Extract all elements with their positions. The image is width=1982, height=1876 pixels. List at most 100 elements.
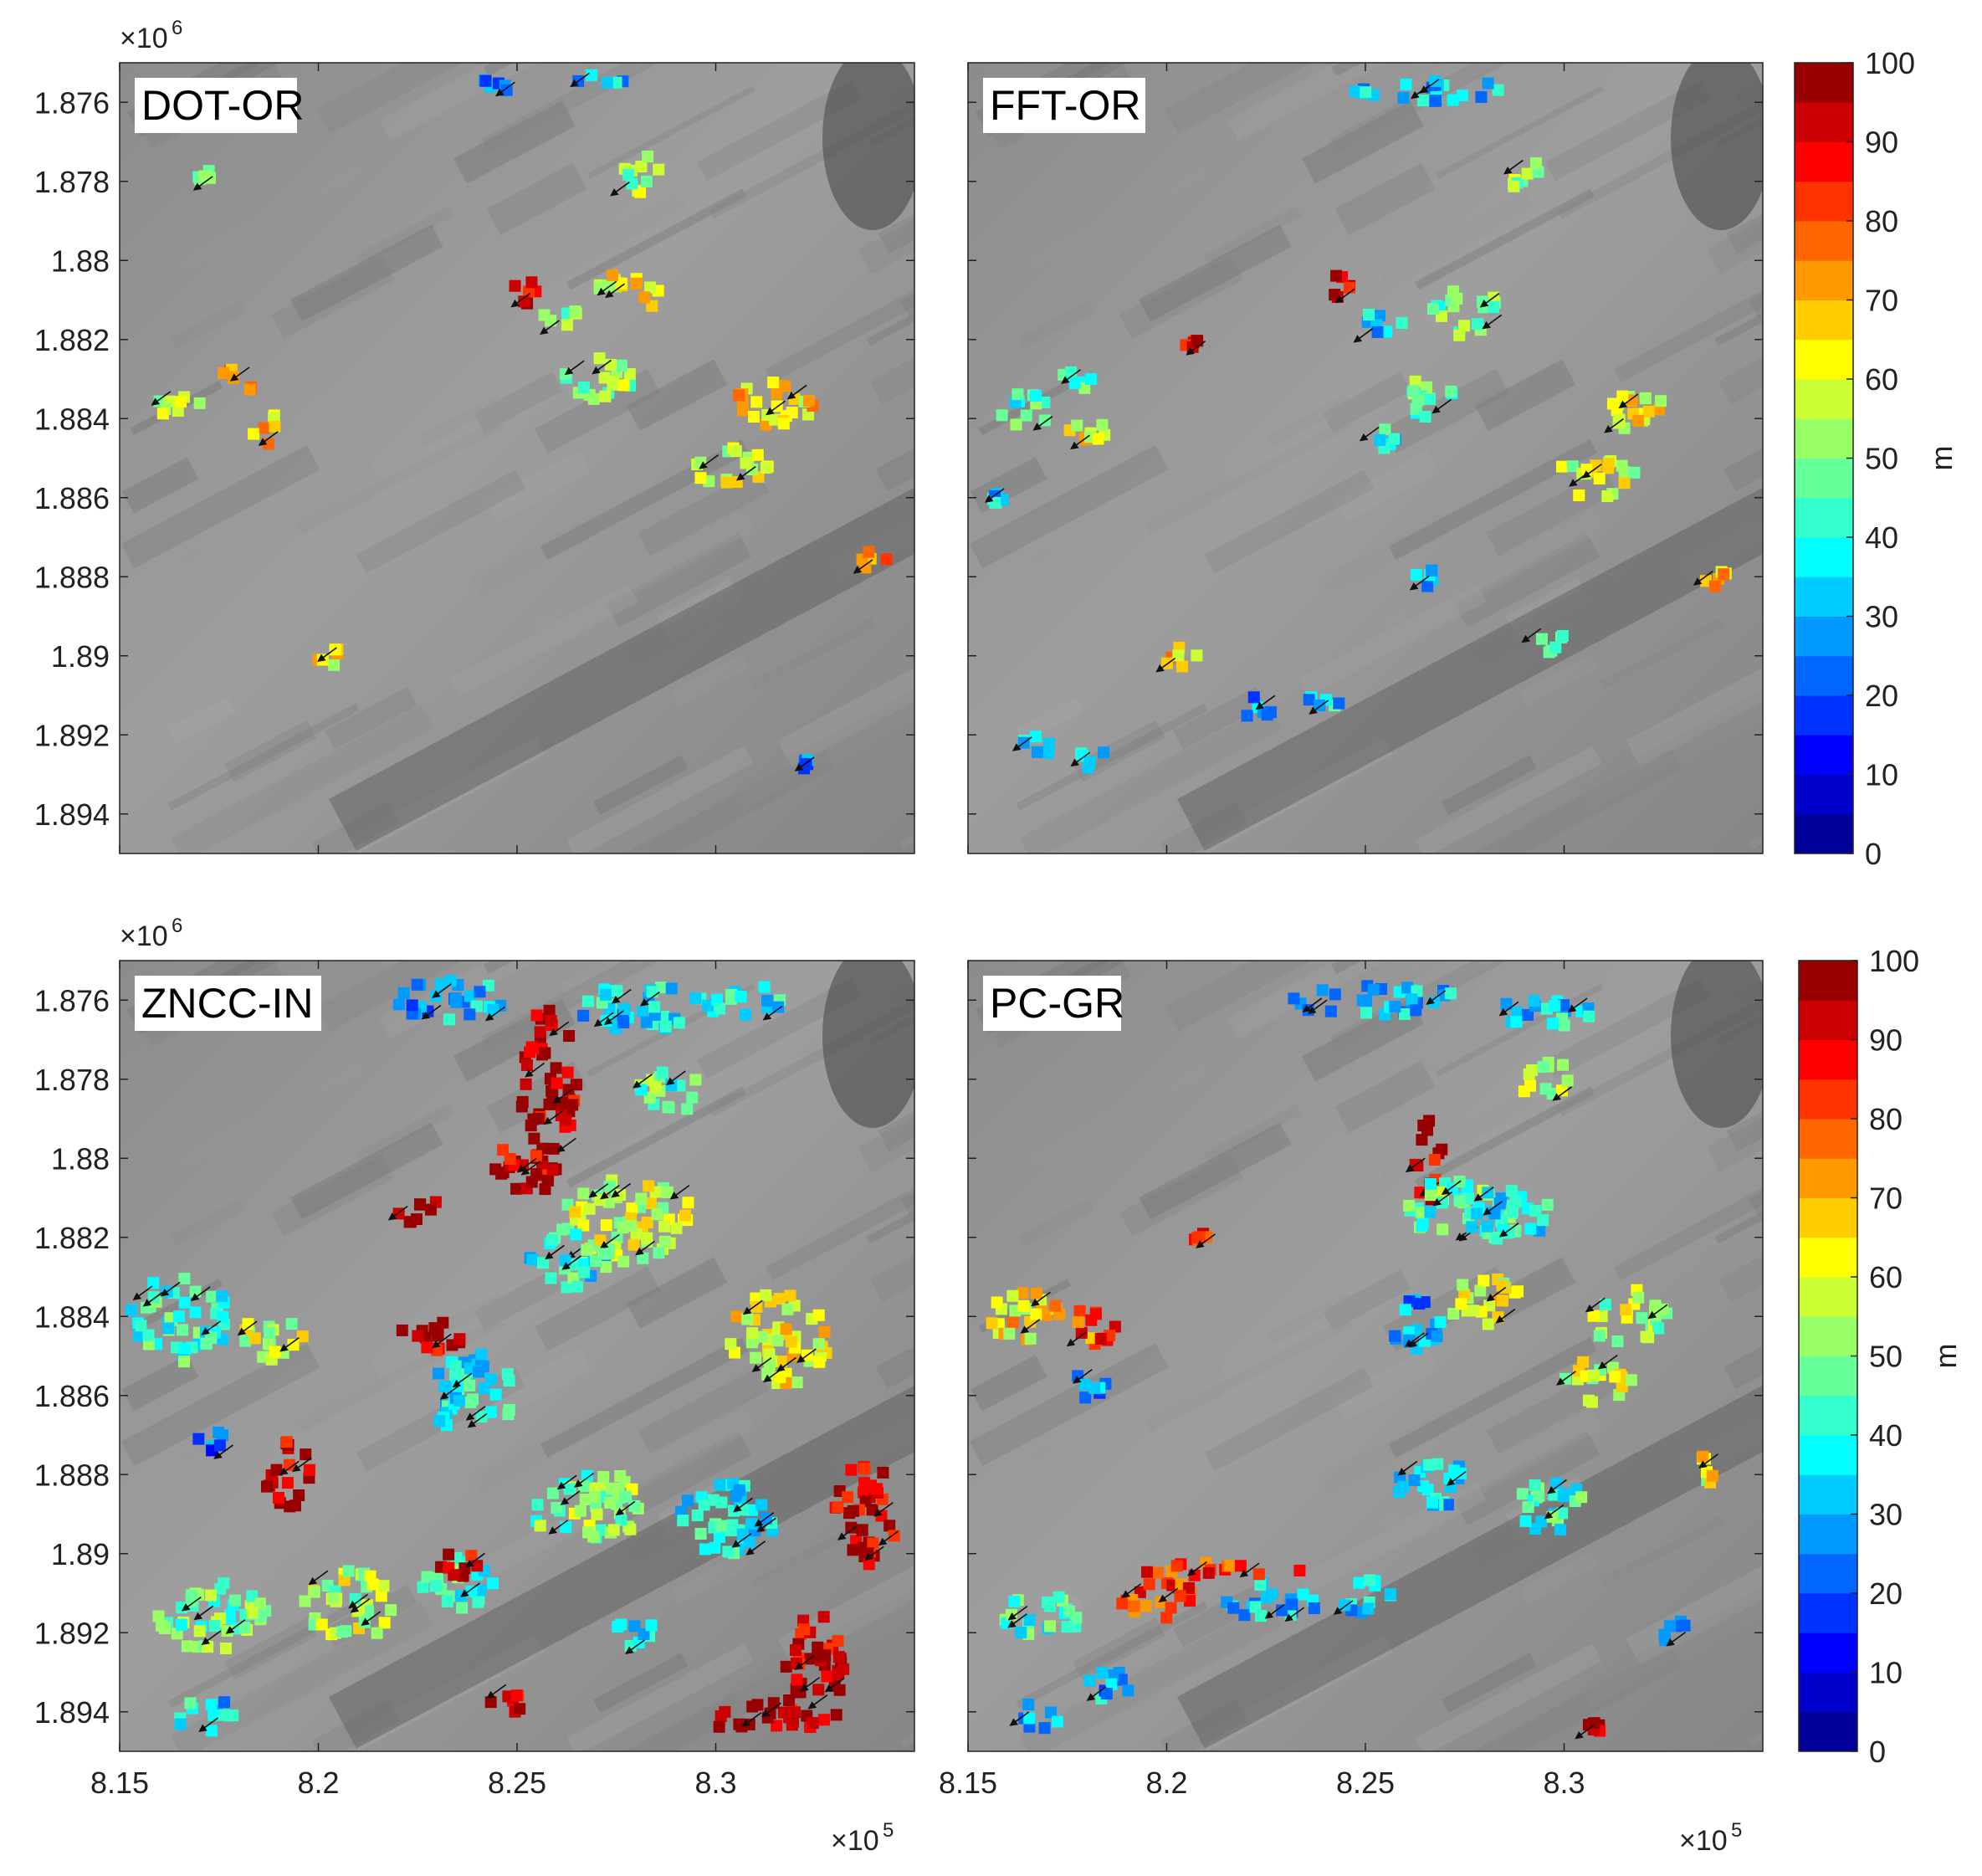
displacement-arrow — [1121, 1583, 1142, 1598]
displacement-pixel — [640, 1016, 653, 1028]
displacement-pixel — [627, 1238, 640, 1251]
displacement-pixel — [646, 986, 658, 998]
terrain-texture — [1227, 63, 1388, 141]
displacement-pixel — [1458, 1289, 1471, 1301]
displacement-pixel — [774, 1371, 786, 1384]
displacement-pixel — [1143, 1578, 1155, 1591]
colorbar-segment — [1795, 497, 1853, 538]
displacement-arrow — [258, 431, 279, 446]
displacement-pixel — [658, 1235, 671, 1248]
displacement-pixel — [640, 175, 653, 187]
terrain-texture — [566, 1086, 746, 1188]
satellite-background — [968, 63, 1763, 853]
displacement-pixel — [1434, 1315, 1447, 1328]
displacement-pixel — [473, 1366, 485, 1378]
displacement-pixel — [1453, 329, 1466, 341]
displacement-pixel — [615, 277, 627, 290]
displacement-cluster — [1221, 1576, 1320, 1622]
displacement-pixel — [758, 981, 771, 993]
displacement-pixel — [1094, 1332, 1107, 1345]
terrain-texture — [1173, 686, 1266, 750]
terrain-texture — [1046, 63, 1187, 96]
displacement-pixel — [599, 390, 612, 402]
displacement-pixel — [845, 1463, 858, 1476]
displacement-cluster — [1447, 1273, 1524, 1330]
displacement-pixel — [1535, 633, 1548, 645]
displacement-pixel — [205, 1589, 218, 1602]
displacement-pixel — [213, 1426, 225, 1438]
displacement-arrow — [361, 1611, 382, 1626]
displacement-pixel — [486, 1577, 499, 1590]
y-tick-label: 1.88 — [51, 1141, 110, 1176]
terrain-texture — [120, 444, 320, 569]
displacement-cluster — [1389, 1294, 1447, 1355]
displacement-pixel — [463, 1008, 476, 1021]
displacement-pixel — [1397, 92, 1410, 105]
terrain-texture — [626, 359, 728, 432]
displacement-pixel — [880, 553, 893, 566]
displacement-pixel — [177, 1324, 189, 1336]
terrain-texture — [1030, 165, 1210, 268]
y-tick-label: 1.894 — [34, 797, 110, 832]
displacement-pixel — [1416, 95, 1429, 107]
displacement-pixel — [755, 1330, 768, 1343]
displacement-pixel — [1030, 1308, 1042, 1320]
displacement-pixel — [626, 177, 638, 190]
terrain-texture — [1073, 720, 1165, 782]
displacement-pixel — [761, 994, 774, 1007]
terrain-texture — [606, 1430, 752, 1526]
y-tick-label: 1.884 — [34, 1299, 110, 1334]
displacement-cluster — [435, 1548, 485, 1582]
terrain-texture — [875, 1309, 914, 1389]
colorbar-segment — [1795, 260, 1853, 300]
displacement-pixel — [771, 1335, 784, 1347]
displacement-pixel — [715, 1520, 728, 1532]
terrain-texture — [1227, 961, 1388, 1039]
displacement-cluster — [479, 74, 515, 97]
displacement-pixel — [1528, 995, 1540, 1007]
displacement-pixel — [665, 982, 678, 995]
colorbar-tick-label: 80 — [1869, 1102, 1903, 1136]
displacement-pixel — [679, 1209, 692, 1222]
displacement-arrow — [735, 465, 756, 481]
displacement-pixel — [560, 1520, 572, 1533]
displacement-pixel — [1252, 1568, 1265, 1581]
displacement-pixel — [551, 1077, 563, 1089]
terrain-texture — [311, 802, 400, 853]
displacement-pixel — [883, 1520, 896, 1532]
displacement-pixel — [1288, 992, 1300, 1005]
displacement-pixel — [812, 1684, 825, 1696]
displacement-pixel — [760, 461, 772, 474]
displacement-pixel — [1616, 390, 1629, 402]
terrain-texture — [1139, 224, 1292, 322]
displacement-pixel — [590, 1255, 602, 1268]
displacement-pixel — [1363, 308, 1375, 320]
displacement-pixel — [1618, 477, 1631, 490]
displacement-pixel — [1566, 460, 1579, 473]
displacement-pixel — [777, 1706, 790, 1719]
terrain-texture — [777, 613, 914, 767]
displacement-arrow — [564, 360, 585, 376]
displacement-pixel — [1426, 303, 1439, 315]
terrain-texture — [540, 1337, 749, 1458]
displacement-pixel — [1534, 1224, 1546, 1237]
displacement-pixel — [644, 281, 657, 294]
displacement-pixel — [1371, 325, 1384, 338]
displacement-pixel — [338, 1574, 351, 1586]
displacement-pixel — [530, 1150, 542, 1162]
displacement-arrow — [1408, 1332, 1429, 1348]
y-tick-label: 1.894 — [34, 1695, 110, 1730]
displacement-pixel — [1426, 1496, 1439, 1509]
displacement-cluster — [1604, 390, 1667, 434]
x-tick-label: 8.25 — [488, 1766, 546, 1800]
displacement-arrow — [1011, 736, 1032, 751]
displacement-pixel — [733, 1718, 745, 1730]
displacement-pixel — [406, 999, 418, 1012]
displacement-arrow — [350, 1598, 371, 1613]
y-exponent-label: ×10 — [120, 23, 168, 54]
displacement-pixel — [1105, 1678, 1118, 1690]
displacement-pixel — [1585, 1396, 1598, 1408]
terrain-texture — [566, 188, 746, 290]
colorbar-label: m — [1924, 446, 1959, 471]
terrain-texture — [311, 1699, 400, 1751]
